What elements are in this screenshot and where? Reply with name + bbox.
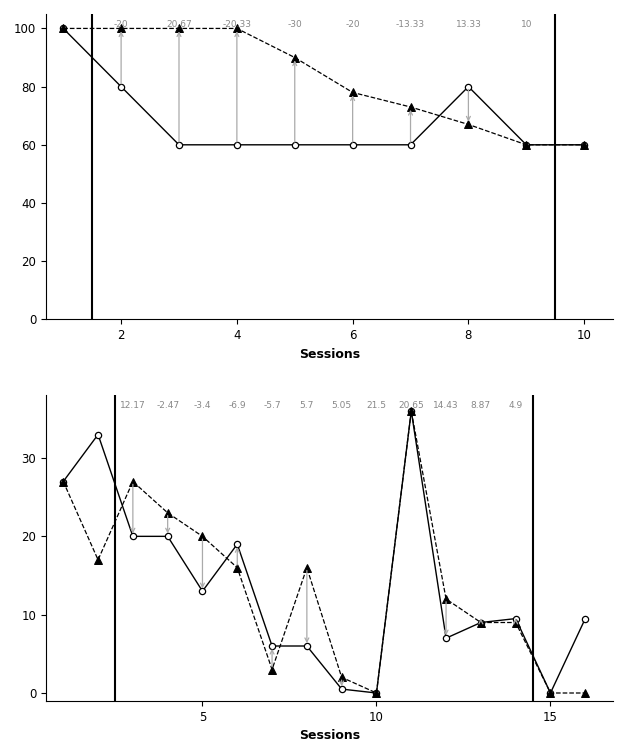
- Text: -6.9: -6.9: [228, 401, 246, 411]
- Text: -2.47: -2.47: [156, 401, 179, 411]
- Text: 8.87: 8.87: [471, 401, 491, 411]
- Text: 4.9: 4.9: [508, 401, 523, 411]
- Text: -13.33: -13.33: [396, 20, 425, 29]
- Text: 20.67: 20.67: [166, 20, 192, 29]
- Text: 12.17: 12.17: [120, 401, 145, 411]
- Text: 21.5: 21.5: [366, 401, 386, 411]
- Text: 10: 10: [520, 20, 532, 29]
- Text: -30: -30: [287, 20, 302, 29]
- Text: -5.7: -5.7: [263, 401, 281, 411]
- Text: 13.33: 13.33: [455, 20, 482, 29]
- Text: 5.7: 5.7: [300, 401, 314, 411]
- Text: 14.43: 14.43: [433, 401, 459, 411]
- X-axis label: Sessions: Sessions: [299, 729, 360, 742]
- Text: 5.05: 5.05: [332, 401, 352, 411]
- Text: 20.65: 20.65: [398, 401, 424, 411]
- X-axis label: Sessions: Sessions: [299, 348, 360, 361]
- Text: -20.33: -20.33: [223, 20, 251, 29]
- Text: -20: -20: [345, 20, 360, 29]
- Text: -3.4: -3.4: [194, 401, 211, 411]
- Text: -20: -20: [113, 20, 129, 29]
